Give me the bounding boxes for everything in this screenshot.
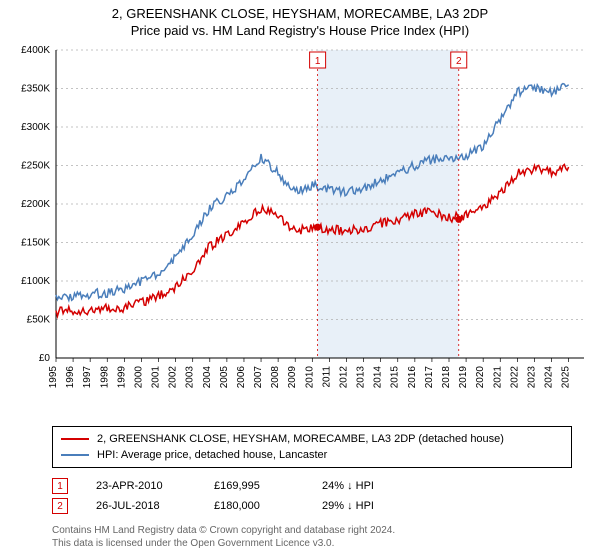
svg-text:2015: 2015 [390, 366, 401, 389]
svg-text:1996: 1996 [65, 366, 76, 389]
svg-text:2005: 2005 [219, 366, 230, 389]
chart: £0 £50K £100K £150K £200K £250K £300K £350K £400… [0, 40, 600, 420]
svg-text:2006: 2006 [236, 366, 247, 389]
svg-text:1: 1 [315, 56, 321, 67]
sale-price-1: £169,995 [214, 480, 294, 492]
svg-text:2011: 2011 [321, 366, 332, 388]
svg-text:2012: 2012 [338, 366, 349, 389]
svg-text:£300K: £300K [21, 122, 50, 133]
svg-text:2000: 2000 [133, 366, 144, 389]
legend-swatch-price [61, 438, 89, 440]
svg-text:2008: 2008 [270, 366, 281, 389]
sale-delta-1: 24% ↓ HPI [322, 480, 374, 492]
sale-date-2: 26-JUL-2018 [96, 500, 186, 512]
svg-text:2019: 2019 [458, 366, 469, 389]
svg-text:2017: 2017 [424, 366, 435, 389]
svg-text:£250K: £250K [21, 161, 50, 172]
svg-text:1998: 1998 [99, 366, 110, 389]
legend-swatch-hpi [61, 454, 89, 456]
svg-text:2023: 2023 [526, 366, 537, 389]
svg-text:2013: 2013 [356, 366, 367, 389]
footer-line2: This data is licensed under the Open Gov… [52, 537, 572, 550]
sale-delta-2: 29% ↓ HPI [322, 500, 374, 512]
sale-marker-1: 1 [52, 478, 68, 494]
svg-text:2002: 2002 [168, 366, 179, 389]
svg-text:2020: 2020 [475, 366, 486, 389]
svg-text:2010: 2010 [304, 366, 315, 389]
sale-price-2: £180,000 [214, 500, 294, 512]
chart-svg: £0 £50K £100K £150K £200K £250K £300K £350K £400… [0, 40, 600, 418]
svg-text:2: 2 [456, 56, 462, 67]
svg-text:£100K: £100K [21, 276, 50, 287]
sale-row-2: 2 26-JUL-2018 £180,000 29% ↓ HPI [52, 496, 572, 516]
svg-text:2001: 2001 [151, 366, 162, 389]
title-subtitle: Price paid vs. HM Land Registry's House … [0, 23, 600, 38]
svg-text:£400K: £400K [21, 45, 50, 56]
svg-text:£350K: £350K [21, 84, 50, 95]
sales-table: 1 23-APR-2010 £169,995 24% ↓ HPI 2 26-JU… [52, 476, 572, 516]
legend-item-price: 2, GREENSHANK CLOSE, HEYSHAM, MORECAMBE,… [61, 431, 563, 447]
svg-text:2025: 2025 [561, 366, 572, 389]
svg-text:£0: £0 [39, 353, 51, 364]
sale-row-1: 1 23-APR-2010 £169,995 24% ↓ HPI [52, 476, 572, 496]
title-address: 2, GREENSHANK CLOSE, HEYSHAM, MORECAMBE,… [0, 6, 600, 21]
svg-text:2014: 2014 [373, 366, 384, 389]
title-block: 2, GREENSHANK CLOSE, HEYSHAM, MORECAMBE,… [0, 0, 600, 40]
svg-text:1997: 1997 [82, 366, 93, 389]
legend-label-hpi: HPI: Average price, detached house, Lanc… [97, 449, 327, 461]
chart-container: 2, GREENSHANK CLOSE, HEYSHAM, MORECAMBE,… [0, 0, 600, 560]
svg-text:1995: 1995 [48, 366, 59, 389]
svg-text:2007: 2007 [253, 366, 264, 389]
svg-text:2003: 2003 [185, 366, 196, 389]
legend: 2, GREENSHANK CLOSE, HEYSHAM, MORECAMBE,… [52, 426, 572, 468]
svg-text:2004: 2004 [202, 366, 213, 389]
svg-text:2016: 2016 [407, 366, 418, 389]
sale-marker-2: 2 [52, 498, 68, 514]
footer: Contains HM Land Registry data © Crown c… [52, 524, 572, 550]
svg-text:£50K: £50K [27, 315, 51, 326]
svg-text:£200K: £200K [21, 199, 50, 210]
svg-text:2021: 2021 [492, 366, 503, 389]
footer-line1: Contains HM Land Registry data © Crown c… [52, 524, 572, 537]
svg-text:2022: 2022 [509, 366, 520, 389]
legend-label-price: 2, GREENSHANK CLOSE, HEYSHAM, MORECAMBE,… [97, 433, 504, 445]
svg-text:2018: 2018 [441, 366, 452, 389]
svg-text:2009: 2009 [287, 366, 298, 389]
legend-item-hpi: HPI: Average price, detached house, Lanc… [61, 447, 563, 463]
svg-text:1999: 1999 [116, 366, 127, 389]
svg-text:£150K: £150K [21, 238, 50, 249]
sale-date-1: 23-APR-2010 [96, 480, 186, 492]
svg-text:2024: 2024 [544, 366, 555, 389]
